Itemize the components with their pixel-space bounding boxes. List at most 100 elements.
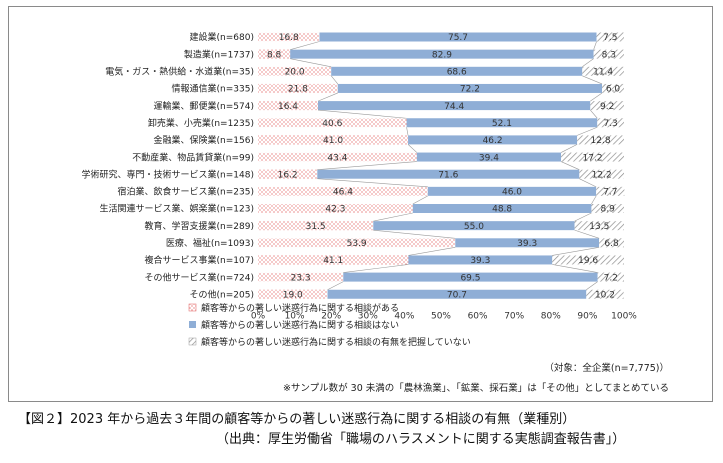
- category-label: 金融業、保険業(n=156): [154, 134, 254, 146]
- bar-segment-consulted: [258, 101, 319, 111]
- value-label-unknown: 17.2: [583, 153, 603, 163]
- category-label: 医療、福祉(n=1093): [166, 237, 254, 249]
- value-label-unknown: 6.8: [604, 239, 619, 249]
- x-tick-label: 0%: [251, 311, 266, 321]
- x-tick-label: 80%: [541, 311, 561, 321]
- bar-row: 53.9 39.3 6.8: [258, 229, 624, 249]
- bar-segment-unknown: [602, 83, 624, 93]
- value-label-unknown: 10.2: [595, 290, 615, 300]
- bar-row: 40.6 52.1 7.3: [258, 109, 624, 129]
- bar-segment-unknown: [577, 135, 624, 145]
- bar-segment-unknown: [552, 255, 624, 265]
- category-label: 宿泊業、飲食サービス業(n=235): [118, 186, 254, 198]
- value-label-not-consulted: 52.1: [492, 119, 512, 129]
- connector-line: [406, 127, 409, 136]
- value-label-unknown: 7.5: [603, 33, 617, 43]
- value-label-not-consulted: 74.4: [444, 102, 464, 112]
- value-label-not-consulted: 70.7: [447, 290, 467, 300]
- x-tick-label: 40%: [394, 311, 414, 321]
- category-label: 運輸業、郵便業(n=574): [154, 100, 254, 112]
- connector-line: [552, 247, 600, 256]
- value-label-consulted: 41.1: [323, 256, 343, 266]
- bar-row: 42.3 48.8 8.9: [258, 195, 624, 215]
- bar-segment-consulted: [258, 238, 456, 248]
- bar-segment-not-consulted: [331, 66, 583, 76]
- value-label-not-consulted: 68.6: [447, 68, 467, 78]
- value-label-unknown: 7.3: [603, 119, 617, 129]
- value-label-unknown: 19.6: [578, 256, 598, 266]
- bar-row: 19.0 70.7 10.2: [258, 281, 624, 300]
- bar-segment-not-consulted: [455, 238, 600, 248]
- legend-swatch-not-consulted: [189, 321, 196, 328]
- bar-segment-not-consulted: [373, 221, 575, 231]
- bar-segment-unknown: [597, 118, 624, 128]
- connector-line: [579, 178, 597, 188]
- x-tick-label: 10%: [285, 311, 305, 321]
- legend-item-not-consulted: 顧客等からの著しい迷惑行為に関する相談はない: [189, 319, 399, 331]
- category-label: 生活関連サービス業、娯楽業(n=123): [100, 203, 254, 215]
- bar-row: 43.4 39.4 17.2: [258, 144, 624, 163]
- connector-line: [552, 264, 598, 273]
- bar-segment-consulted: [258, 221, 374, 231]
- value-label-consulted: 23.3: [291, 273, 311, 283]
- bar-segment-unknown: [579, 169, 624, 179]
- connector-line: [590, 92, 603, 102]
- x-tick-label: 70%: [504, 311, 524, 321]
- x-tick-label: 90%: [577, 311, 597, 321]
- value-label-consulted: 31.5: [306, 222, 326, 232]
- legend-swatch-consulted: [188, 303, 197, 312]
- bar-row: 41.1 39.3 19.6: [258, 247, 624, 266]
- category-label: 卸売業、小売業(n=1235): [148, 117, 254, 129]
- bar-segment-unknown: [593, 49, 624, 59]
- connector-line: [590, 109, 598, 119]
- category-label: 電気・ガス・熱供給・水道業(n=35): [105, 66, 254, 78]
- bar-segment-consulted: [258, 255, 409, 265]
- bar-row: 16.4 74.4 9.2: [258, 92, 624, 112]
- category-labels: 建設業(n=680) 製造業(n=1737) 電気・ガス・熱供給・水道業(n=35)…: [82, 31, 254, 300]
- bar-segment-not-consulted: [343, 272, 598, 282]
- bar-segment-consulted: [258, 152, 417, 162]
- category-label: その他(n=205): [190, 288, 254, 300]
- connector-line: [593, 41, 597, 50]
- bar-row: 20.0 68.6 11.4: [258, 58, 624, 78]
- x-tick-label: 20%: [321, 311, 341, 321]
- category-label: 複合サービス事業(n=107): [145, 254, 254, 266]
- connector-line: [408, 247, 456, 256]
- bar-row: 46.4 46.0 7.7: [258, 178, 625, 198]
- connector-line: [317, 178, 428, 188]
- bar-segment-unknown: [596, 32, 624, 42]
- target-note: （対象：全企業(n=7,775)）: [544, 362, 669, 374]
- connector-line: [560, 144, 578, 153]
- caption-title: 【図２】2023 年から過去３年間の顧客等からの著しい迷惑行為に関する相談の有無…: [18, 412, 576, 427]
- value-label-consulted: 53.9: [347, 239, 367, 249]
- value-label-not-consulted: 48.8: [492, 205, 512, 215]
- bar-segment-consulted: [258, 49, 291, 59]
- connector-line: [591, 195, 597, 205]
- connector-line: [317, 161, 417, 170]
- value-label-not-consulted: 39.3: [470, 256, 490, 266]
- figure-caption: 【図２】2023 年から過去３年間の顧客等からの著しい迷惑行為に関する相談の有無…: [18, 410, 718, 450]
- bar-segment-unknown: [590, 101, 624, 111]
- value-label-not-consulted: 46.2: [483, 136, 503, 146]
- bar-segment-not-consulted: [406, 118, 598, 128]
- connector-line: [577, 126, 598, 136]
- bar-segment-unknown: [561, 152, 624, 162]
- bar-segment-unknown: [599, 238, 624, 248]
- connector-line: [290, 41, 320, 50]
- connector-line: [330, 75, 339, 85]
- bar-row: 16.2 71.6 12.2: [258, 161, 624, 180]
- bar-row: 23.3 69.5 7.2: [258, 264, 624, 283]
- value-label-consulted: 46.4: [333, 188, 353, 198]
- value-label-not-consulted: 69.5: [460, 273, 480, 283]
- value-label-consulted: 42.3: [325, 205, 345, 215]
- bar-segment-not-consulted: [290, 49, 594, 59]
- bar-row: 31.5 55.0 13.5: [258, 212, 624, 232]
- value-label-unknown: 12.2: [592, 170, 612, 180]
- connector-line: [290, 58, 332, 68]
- value-label-unknown: 9.2: [600, 102, 614, 112]
- legend: 顧客等からの著しい迷惑行為に関する相談がある 顧客等からの著しい迷惑行為に関する…: [188, 302, 471, 348]
- bar-segment-not-consulted: [319, 32, 597, 42]
- bar-segment-unknown: [597, 272, 624, 282]
- bar-segment-not-consulted: [408, 255, 553, 265]
- value-label-not-consulted: 55.0: [464, 222, 484, 232]
